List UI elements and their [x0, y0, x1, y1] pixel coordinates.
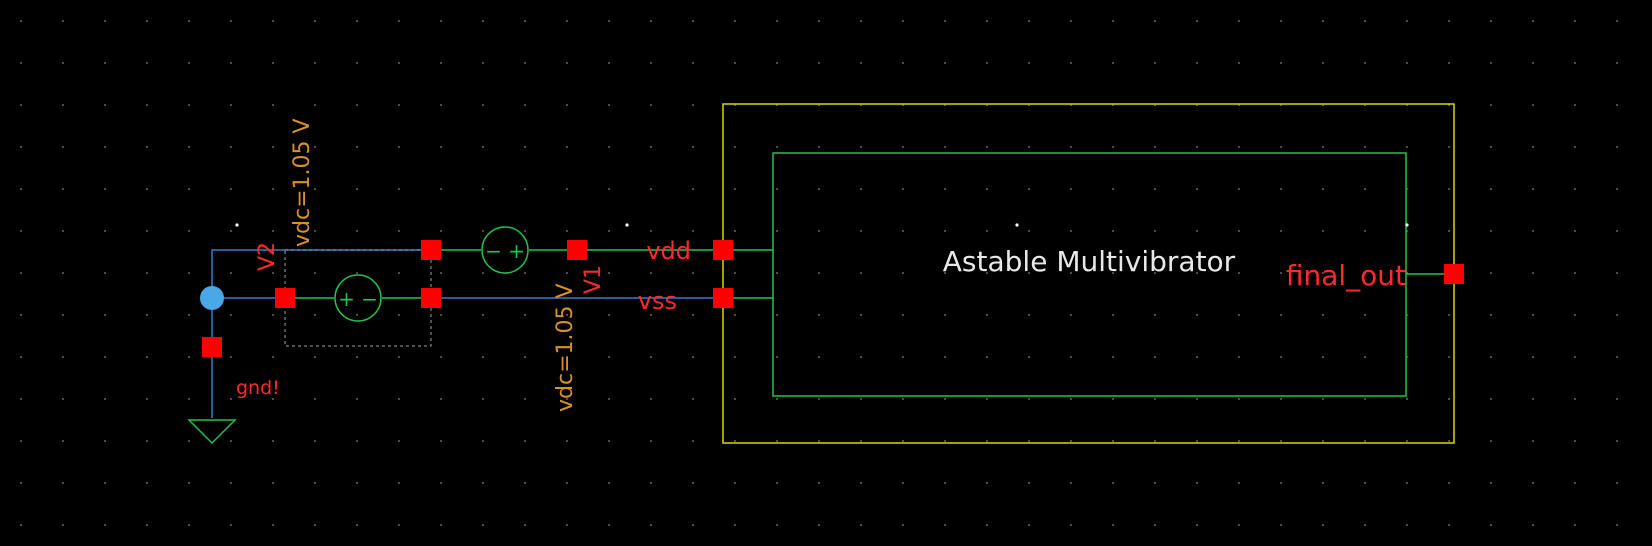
block-title: Astable Multivibrator [943, 245, 1236, 278]
pin-vdd[interactable] [713, 240, 733, 260]
pin-label-final-out: final_out [1286, 259, 1406, 292]
pin-label-vdd: vdd [646, 237, 691, 265]
pin-v1-minus[interactable] [421, 240, 441, 260]
vsource-v1[interactable]: − + [481, 226, 529, 274]
origin-marker-pin [1405, 223, 1409, 227]
pin-vss[interactable] [713, 288, 733, 308]
pin-final-out[interactable] [1444, 264, 1464, 284]
v1-symbol-icon [481, 226, 529, 274]
junction-dot [200, 286, 224, 310]
pin-label-vss: vss [638, 287, 677, 315]
origin-marker-block [1015, 223, 1019, 227]
v2-param: vdc=1.05 V [290, 118, 315, 247]
v2-symbol-icon [334, 274, 382, 322]
v1-instance-name: V1 [581, 265, 606, 294]
v1-param: vdc=1.05 V [553, 283, 578, 412]
origin-marker-v2 [235, 223, 239, 227]
pin-v2-plus[interactable] [421, 288, 441, 308]
ground-icon[interactable] [187, 419, 237, 445]
v2-polarity: + − [338, 287, 378, 311]
v2-instance-name: V2 [255, 242, 280, 271]
ground-net-label: gnd! [236, 377, 280, 399]
pin-gnd-terminal[interactable] [202, 337, 222, 357]
vsource-v2[interactable]: + − [334, 274, 382, 322]
origin-marker-v1 [625, 223, 629, 227]
pin-v1-plus[interactable] [567, 240, 587, 260]
v1-polarity: − + [485, 239, 525, 263]
wire-vdd-top[interactable] [211, 249, 431, 298]
pin-v2-minus[interactable] [275, 288, 295, 308]
